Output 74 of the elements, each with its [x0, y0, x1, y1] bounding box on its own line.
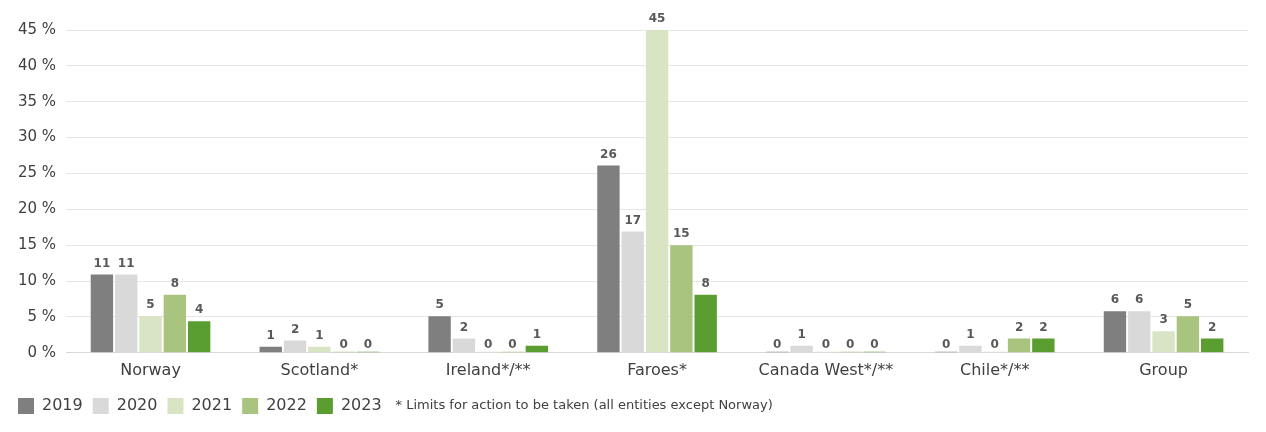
y-tick-label: 15 % — [18, 235, 57, 254]
data-label: 4 — [194, 302, 204, 317]
y-tick-label: 0 % — [27, 342, 57, 361]
bar — [187, 321, 211, 353]
y-tick-label: 35 % — [18, 91, 57, 110]
y-tick-label: 20 % — [18, 199, 57, 218]
data-label: 0 — [508, 336, 517, 351]
x-tick-label: Norway — [120, 359, 181, 379]
data-label: 0 — [363, 336, 373, 351]
data-label: 0 — [870, 336, 879, 351]
data-label: 2 — [1208, 319, 1217, 334]
data-label: 1 — [315, 327, 324, 342]
data-label: 0 — [484, 336, 493, 351]
bar — [597, 165, 620, 353]
data-label: 1 — [532, 326, 542, 341]
legend-label: 2023 — [340, 395, 382, 415]
data-label: 8 — [701, 275, 710, 290]
data-label: 8 — [170, 275, 180, 290]
y-tick-label: 40 % — [18, 55, 57, 74]
bar — [90, 274, 114, 353]
bar — [670, 245, 693, 353]
data-label: 26 — [600, 146, 617, 161]
data-label: 1 — [966, 326, 975, 341]
bar — [428, 316, 451, 353]
bar — [645, 30, 669, 353]
data-label: 2 — [1039, 319, 1048, 334]
x-tick-label: Scotland* — [280, 359, 359, 379]
bar — [1032, 338, 1055, 353]
bar — [163, 294, 187, 353]
legend-label: 2020 — [116, 395, 158, 415]
data-label: 0 — [821, 336, 831, 351]
data-label: 6 — [1110, 292, 1120, 307]
y-tick-label: 25 % — [18, 163, 57, 182]
data-label: 3 — [1159, 312, 1168, 327]
x-tick-label: Canada West*/** — [758, 359, 894, 379]
legend-label: 2022 — [266, 395, 307, 415]
y-tick-label: 30 % — [18, 127, 57, 146]
data-label: 0 — [773, 336, 782, 351]
data-label: 0 — [990, 336, 999, 351]
data-label: 0 — [339, 336, 348, 351]
y-tick-label: 5 % — [27, 306, 57, 325]
bar — [1103, 311, 1127, 353]
y-tick-label: 45 % — [18, 19, 57, 38]
data-label: 15 — [673, 226, 690, 241]
data-label: 0 — [846, 336, 855, 351]
data-label: 11 — [93, 255, 111, 270]
data-label: 2 — [459, 319, 469, 334]
text: * Limits for action to be taken (all entities except Norway) — [395, 397, 773, 413]
x-tick-label: Ireland*/** — [445, 359, 531, 379]
data-label: 0 — [941, 336, 951, 351]
data-label: 1 — [797, 326, 806, 341]
data-label: 5 — [1183, 297, 1193, 312]
legend-label: 2021 — [191, 395, 233, 415]
data-label: 2 — [290, 321, 300, 336]
x-tick-label: Faroes* — [627, 359, 687, 379]
data-label: 2 — [1014, 319, 1024, 334]
data-label: 17 — [624, 212, 642, 227]
bar — [139, 316, 162, 353]
x-tick-label: Group — [1139, 359, 1188, 379]
bar — [308, 346, 331, 353]
data-label: 11 — [117, 255, 135, 270]
bar — [694, 294, 717, 353]
data-label: 5 — [146, 297, 155, 312]
bar — [1176, 316, 1200, 353]
y-tick-label: 10 % — [18, 270, 57, 289]
data-label: 45 — [648, 11, 666, 26]
data-label: 1 — [266, 327, 275, 342]
data-label: 6 — [1135, 292, 1144, 307]
bar — [1152, 331, 1175, 353]
bar — [1007, 338, 1031, 353]
bar — [1201, 338, 1224, 353]
data-label: 5 — [435, 297, 444, 312]
legend-label: 2019 — [42, 395, 83, 415]
x-tick-label: Chile*/** — [960, 359, 1030, 379]
